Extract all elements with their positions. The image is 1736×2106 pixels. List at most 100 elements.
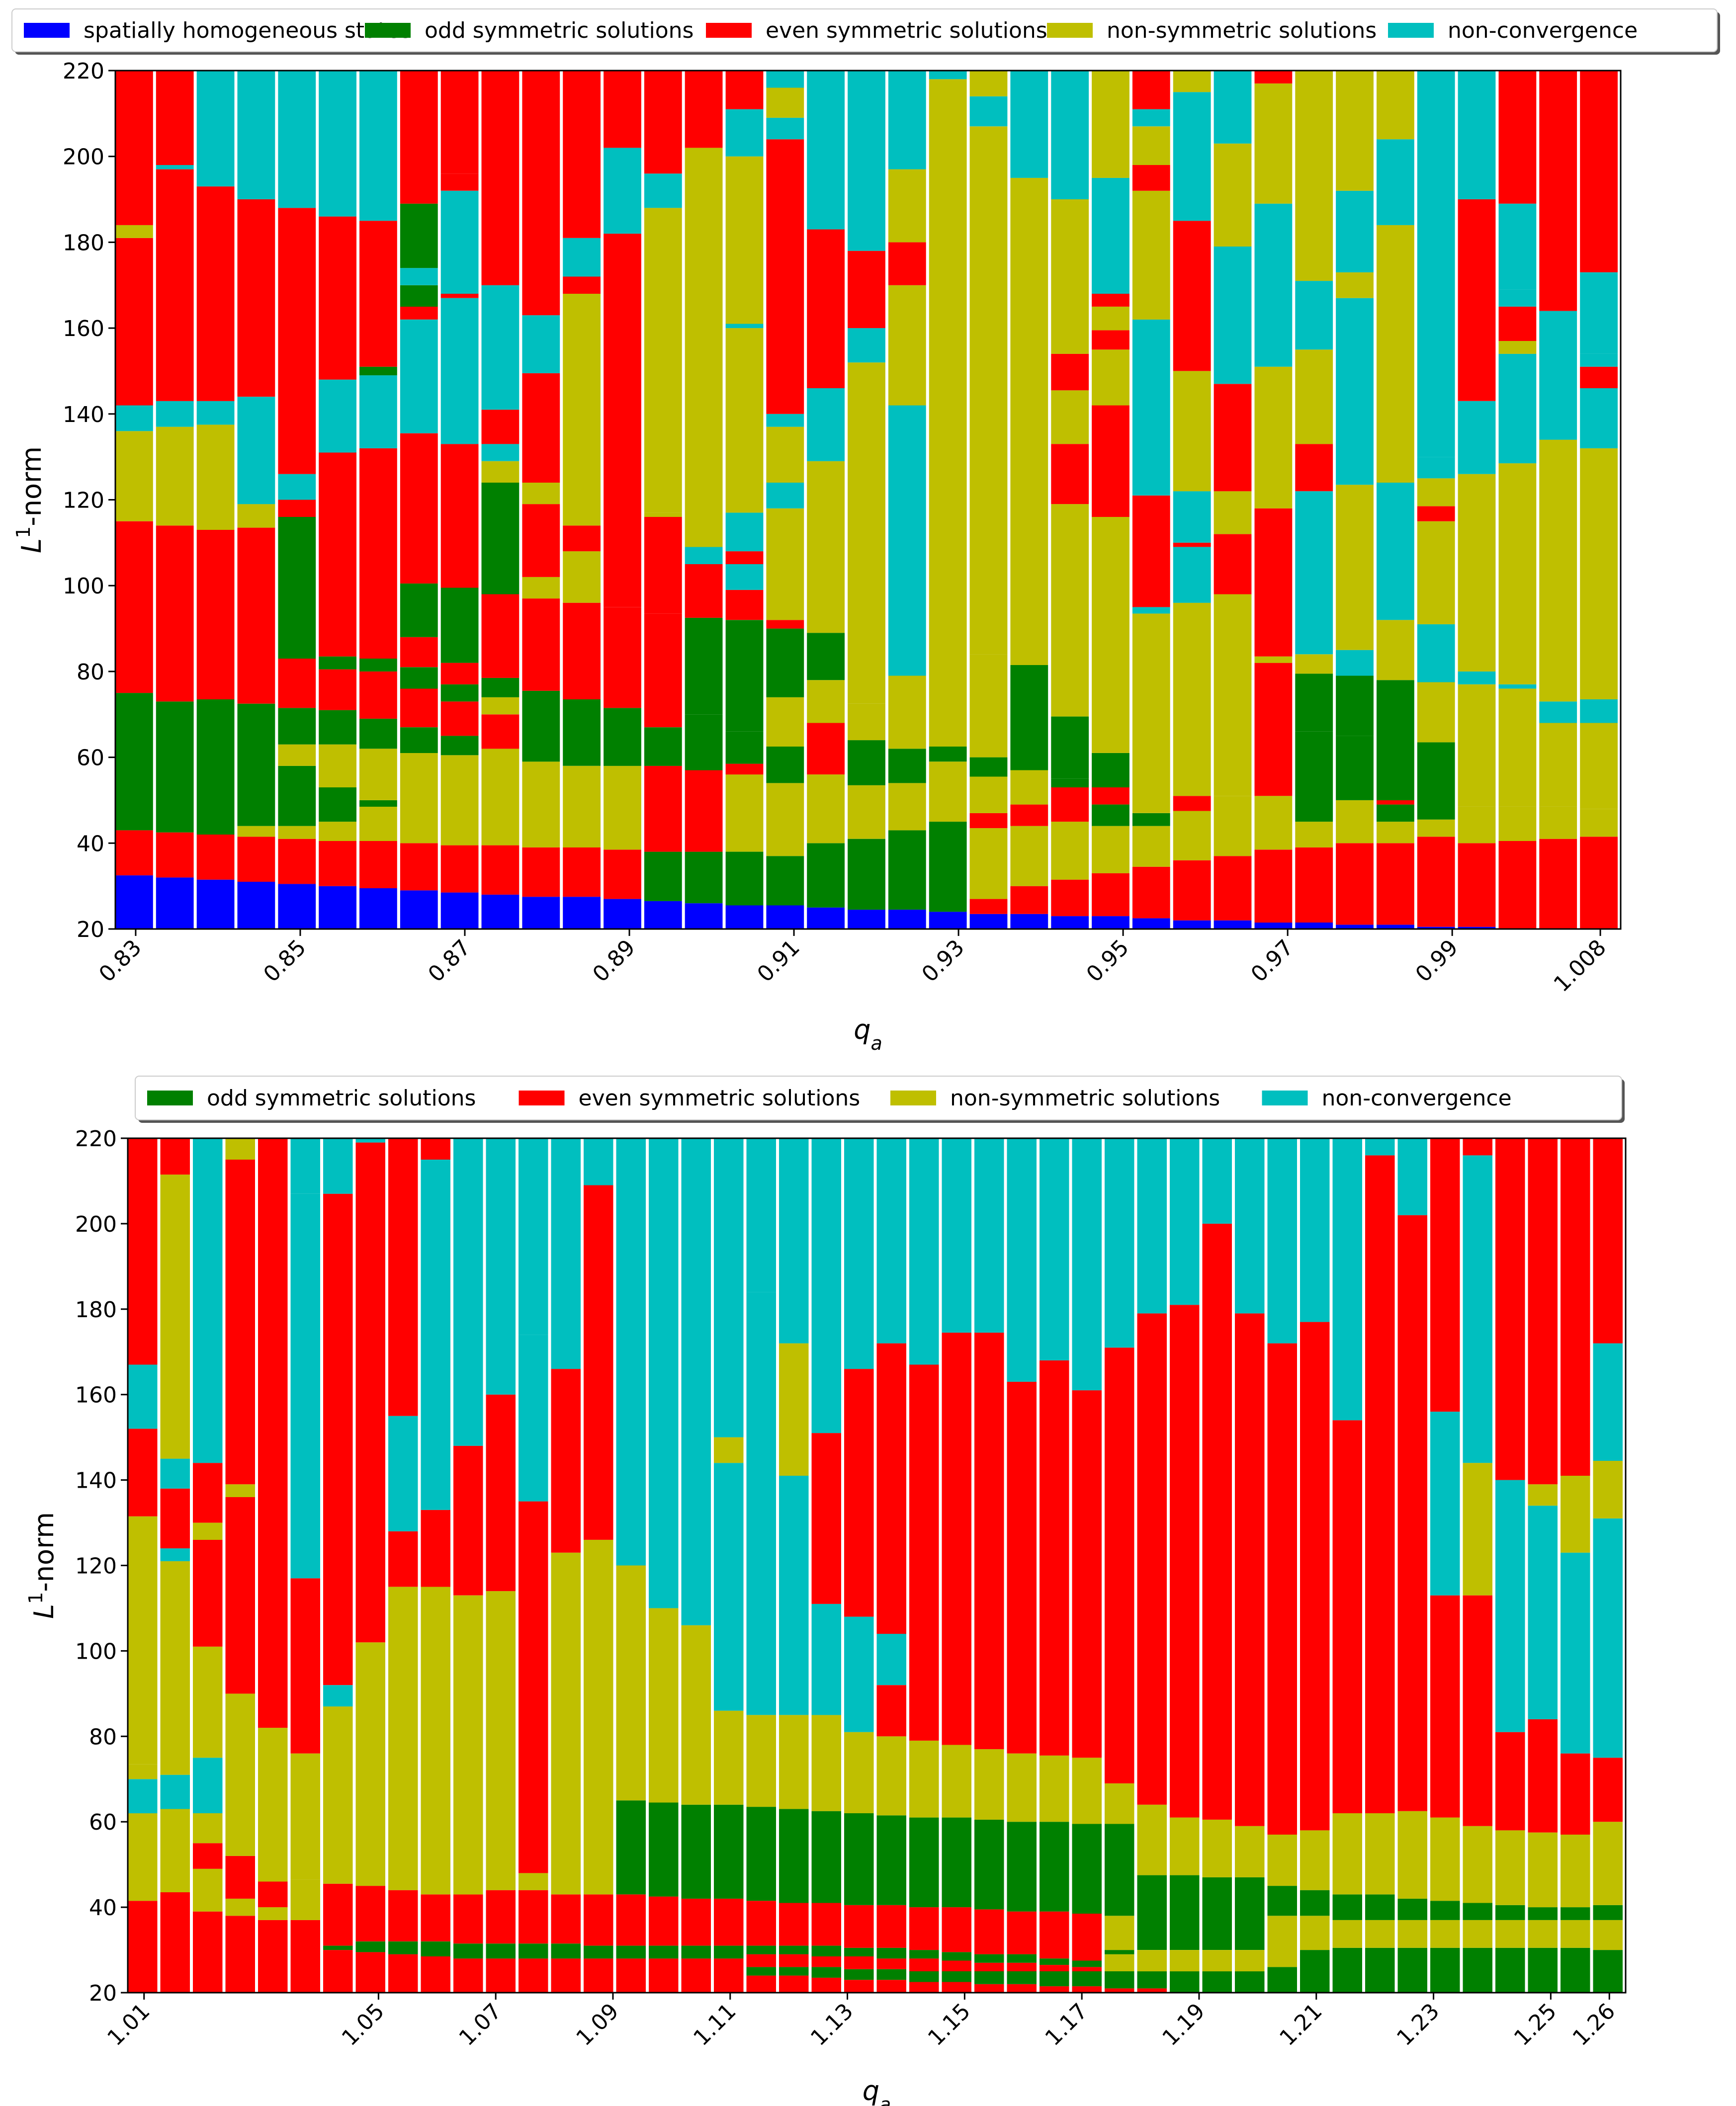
y-tick-label: 20: [77, 917, 104, 942]
bar-segment-nonsym: [1498, 463, 1537, 684]
bar-segment-even: [714, 1898, 744, 1946]
bar-segment-even: [1051, 879, 1089, 917]
bar-segment-nonconv: [323, 1685, 353, 1707]
x-tick-label: 1.01: [102, 1999, 155, 2051]
bar-segment-odd: [942, 1817, 971, 1908]
bar-segment-even: [909, 1982, 939, 1993]
bar-segment-homogeneous: [848, 910, 885, 929]
bar-segment-even: [522, 598, 560, 691]
bar-segment-nonconv: [1580, 272, 1618, 354]
bar-segment-nonsym: [807, 774, 845, 843]
bar-segment-even: [1072, 1967, 1102, 1971]
bar-segment-even: [400, 306, 438, 320]
bar-segment-even: [1105, 1348, 1134, 1783]
x-tick-label: 1.11: [689, 1999, 741, 2051]
bar-segment-nonsym: [1458, 684, 1496, 807]
bar-segment-nonsym: [1528, 1832, 1558, 1908]
bar-segment-even: [522, 847, 560, 897]
bar-segment-even: [359, 221, 397, 367]
bar-segment-nonsym: [807, 680, 845, 723]
bar-segment-nonconv: [1010, 71, 1048, 178]
y-axis-label-symbol: L: [28, 1604, 60, 1619]
bar-segment-even: [1580, 366, 1618, 388]
legend-swatch-odd: [365, 23, 411, 38]
bar-segment-even: [725, 71, 764, 109]
bar-segment-odd: [1202, 1877, 1232, 1950]
bar-segment-nonconv: [1007, 1138, 1037, 1382]
y-tick-label: 200: [75, 1212, 117, 1237]
bar-segment-odd: [1463, 1903, 1492, 1920]
bar-segment-even: [193, 1843, 223, 1869]
bar-segment-odd: [278, 708, 316, 745]
bar-segment-even: [486, 1890, 516, 1944]
bar-segment-nonconv: [714, 1138, 744, 1437]
bar-segment-odd: [848, 839, 885, 910]
bar-segment-nonsym: [766, 426, 804, 483]
bar-segment-nonsym: [1092, 71, 1129, 178]
bar-segment-odd: [844, 1813, 874, 1905]
y-tick-label: 220: [75, 1126, 117, 1152]
bar-segment-nonsym: [1528, 1920, 1558, 1948]
bar-segment-nonsym: [969, 828, 1008, 899]
y-tick-label: 120: [75, 1554, 117, 1579]
bar-segment-even: [685, 71, 723, 148]
bar-segment-nonsym: [563, 551, 601, 603]
bar-segment-even: [1007, 1381, 1037, 1754]
bar-segment-even: [1561, 1138, 1590, 1476]
bar-segment-nonsym: [779, 1715, 809, 1809]
bar-segment-even: [388, 1890, 418, 1941]
bar-segment-nonsym: [1539, 439, 1577, 702]
bar-segment-nonconv: [1336, 650, 1374, 676]
bar-segment-odd: [779, 1809, 809, 1903]
bar-segment-even: [196, 835, 235, 880]
bar-segment-odd: [453, 1943, 483, 1959]
bar-segment-nonsym: [1105, 1916, 1134, 1950]
bar-segment-even: [1580, 837, 1618, 929]
bar-segment-nonsym: [481, 697, 520, 715]
bars-group: [115, 71, 1618, 929]
legend-swatch-odd: [147, 1091, 193, 1105]
bar-segment-even: [942, 1960, 971, 1971]
y-axis-label-text: -norm: [28, 1512, 60, 1592]
bar-segment-nonsym: [1397, 1920, 1427, 1948]
bar-segment-even: [1458, 843, 1496, 927]
bar-segment-nonsym: [1092, 349, 1129, 406]
bar-segment-nonconv: [746, 1138, 776, 1292]
bar-segment-nonconv: [1267, 1138, 1297, 1344]
bar-segment-even: [1397, 1215, 1427, 1811]
bar-segment-odd: [156, 701, 194, 833]
bar-segment-nonsym: [1336, 272, 1374, 298]
bar-segment-nonsym: [1267, 1916, 1297, 1967]
bar-segment-even: [278, 839, 316, 884]
bar-segment-nonsym: [1202, 1819, 1232, 1877]
bar-segment-even: [604, 234, 641, 607]
bar-segment-nonsym: [876, 1736, 906, 1816]
legend-label-even: even symmetric solutions: [766, 18, 1047, 43]
x-tick-label: 0.95: [1082, 935, 1134, 987]
bar-segment-even: [1092, 873, 1129, 917]
bar-segment-even: [1235, 1313, 1265, 1826]
bar-segment-nonconv: [681, 1138, 711, 1625]
bar-segment-nonsym: [616, 1565, 646, 1801]
bar-segment-nonsym: [278, 826, 316, 839]
x-tick-label: 1.09: [571, 1999, 623, 2051]
bar-segment-nonconv: [115, 405, 153, 431]
bar-segment-odd: [400, 583, 438, 637]
bar-segment-nonconv: [1235, 1138, 1265, 1314]
bar-segment-nonconv: [714, 1463, 744, 1711]
bar-segment-nonconv: [811, 1603, 841, 1715]
bar-segment-nonsym: [1561, 1835, 1590, 1908]
bar-segment-nonsym: [237, 504, 275, 528]
bar-segment-even: [196, 186, 235, 401]
y-axis-label: L1-norm: [12, 446, 47, 553]
bar-segment-nonconv: [1495, 1480, 1525, 1732]
bar-segment-even: [909, 1958, 939, 1971]
bar-segment-nonconv: [319, 71, 356, 217]
bar-segment-homogeneous: [237, 882, 275, 929]
bar-segment-even: [616, 1894, 646, 1946]
bar-segment-odd: [584, 1945, 613, 1959]
bar-segment-even: [551, 1369, 581, 1553]
bar-segment-odd: [1336, 736, 1374, 800]
bar-segment-nonsym: [649, 1608, 679, 1803]
bar-segment-odd: [1463, 1947, 1492, 1993]
